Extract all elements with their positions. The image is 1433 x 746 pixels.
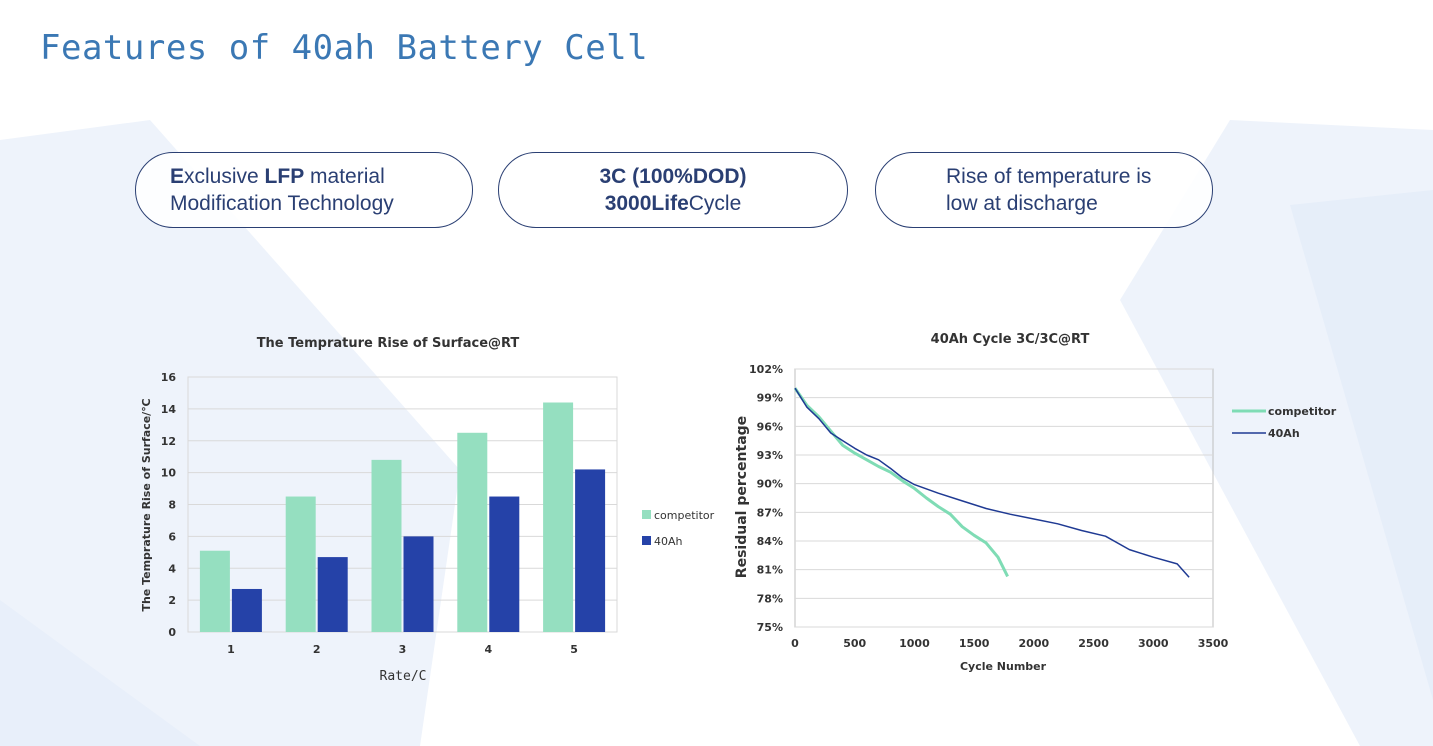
bar-ytick-label: 14	[161, 403, 177, 416]
bar-xtick-label: 4	[484, 643, 492, 656]
line-chart-title: 40Ah Cycle 3C/3C@RT	[931, 332, 1090, 347]
line-ytick-label: 78%	[757, 592, 783, 605]
bar-ytick-label: 2	[168, 594, 176, 607]
line-series-40ah	[794, 387, 1190, 578]
line-chart: 75% 78% 81% 84% 87% 90% 93% 96% 99% 102% 0 500 1000 1…	[749, 363, 1337, 650]
line-xtick-label: 3000	[1138, 637, 1169, 650]
line-ytick-label: 81%	[757, 564, 783, 577]
legend-label: competitor	[654, 509, 715, 522]
bar-ytick-label: 0	[168, 626, 176, 639]
bar-competitor	[543, 402, 574, 632]
feature-cycle-line2: 3000LifeCycle	[604, 192, 742, 215]
bar-xtick-label: 3	[399, 643, 407, 656]
line-chart-ylabel: Residual percentage	[734, 416, 750, 578]
bar-xtick-label: 2	[313, 643, 321, 656]
bar-competitor	[371, 459, 402, 632]
bar-ytick-label: 6	[168, 530, 176, 543]
legend-swatch	[642, 510, 651, 519]
line-ytick-label: 102%	[749, 363, 783, 376]
line-plot-frame	[794, 368, 1214, 628]
legend-swatch	[642, 536, 651, 545]
bar-competitor	[199, 550, 230, 632]
bar-chart-title: The Temprature Rise of Surface@RT	[257, 336, 520, 351]
feature-lfp-line2: Modification Technology	[170, 192, 394, 215]
bar-competitor	[457, 432, 488, 632]
bar-40ah	[575, 469, 606, 632]
bar-ytick-label: 8	[168, 499, 176, 512]
bar-40ah	[403, 536, 434, 632]
line-ytick-label: 75%	[757, 621, 783, 634]
bar-xtick-label: 1	[227, 643, 235, 656]
page-title: Features of 40ah Battery Cell	[40, 28, 649, 68]
feature-cycle-line1: 3C (100%DOD)	[599, 165, 747, 188]
line-ytick-label: 99%	[757, 392, 783, 405]
bar-xtick-label: 5	[570, 643, 578, 656]
line-ytick-label: 84%	[757, 535, 783, 548]
line-ytick-label: 87%	[757, 506, 783, 519]
line-xtick-label: 0	[791, 637, 799, 650]
line-legend-label: 40Ah	[1268, 427, 1300, 440]
line-chart-xlabel: Cycle Number	[960, 660, 1047, 673]
bar-chart-xlabel: Rate/C	[380, 669, 427, 684]
line-xtick-label: 2000	[1019, 637, 1050, 650]
bar-ytick-label: 12	[161, 435, 176, 448]
bar-ytick-label: 16	[161, 371, 177, 384]
line-xtick-label: 2500	[1078, 637, 1109, 650]
line-xtick-label: 500	[843, 637, 866, 650]
line-series-competitor	[793, 387, 1009, 578]
bar-40ah	[489, 496, 520, 632]
line-ytick-label: 90%	[757, 478, 783, 491]
feature-pill-cycle: 3C (100%DOD) 3000LifeCycle	[498, 152, 848, 228]
bar-chart-ylabel: The Temprature Rise of Surface/℃	[140, 398, 153, 611]
feature-lfp-line1: Exclusive LFP material	[170, 165, 385, 188]
line-legend-label: competitor	[1268, 405, 1337, 418]
bar-ytick-label: 10	[161, 467, 177, 480]
bar-40ah	[317, 557, 348, 632]
bar-competitor	[285, 496, 316, 632]
feature-temp-line2: low at discharge	[946, 192, 1098, 215]
feature-pill-lfp: Exclusive LFP material Modification Tech…	[135, 152, 473, 228]
line-ytick-label: 93%	[757, 449, 783, 462]
legend-label: 40Ah	[654, 535, 683, 548]
line-xtick-label: 1000	[899, 637, 930, 650]
feature-temp-line1: Rise of temperature is	[946, 165, 1152, 188]
feature-pill-temperature: Rise of temperature is low at discharge	[875, 152, 1213, 228]
line-ytick-label: 96%	[757, 420, 783, 433]
bar-40ah	[231, 588, 262, 632]
line-xtick-label: 1500	[959, 637, 990, 650]
bar-ytick-label: 4	[168, 562, 176, 575]
line-xtick-label: 3500	[1198, 637, 1229, 650]
